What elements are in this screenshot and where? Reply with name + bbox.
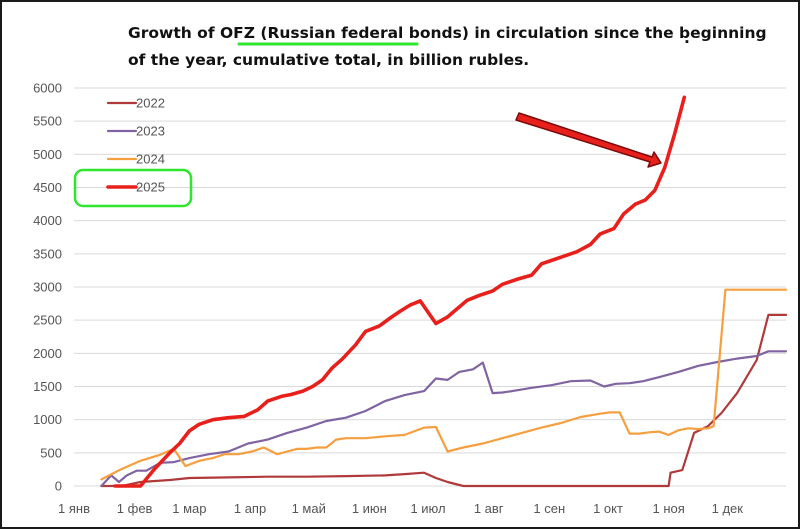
y-tick-label: 500 bbox=[40, 445, 62, 460]
title-line-1-post: in circulation since the beginning bbox=[469, 24, 767, 42]
arrow-annotation-icon bbox=[515, 112, 662, 168]
y-tick-label: 2000 bbox=[33, 346, 62, 361]
y-tick-label: 5000 bbox=[33, 147, 62, 162]
y-axis-ticks: 0 500 1000 1500 2000 2500 3000 3500 4000 4500 5000… bbox=[33, 81, 62, 494]
x-tick-label: 1 сен bbox=[533, 501, 565, 516]
chart-title-line-1: Growth of OFZ (Russian federal bonds) in… bbox=[128, 24, 767, 42]
x-tick-label: 1 июн bbox=[352, 501, 387, 516]
legend-label-2024: 2024 bbox=[136, 152, 165, 167]
y-tick-label: 1000 bbox=[33, 412, 62, 427]
legend-highlight-box bbox=[73, 168, 193, 208]
series-line-2024 bbox=[100, 288, 788, 481]
title-line-1-highlight: (Russian federal bonds) bbox=[260, 24, 469, 42]
x-tick-label: 1 фев bbox=[117, 501, 153, 516]
x-tick-label: 1 окт bbox=[593, 501, 623, 516]
chart-title-line-2: of the year, cumulative total, in billio… bbox=[128, 51, 529, 69]
x-tick-label: 1 янв bbox=[58, 501, 90, 516]
x-tick-label: 1 ноя bbox=[652, 501, 684, 516]
x-tick-label: 1 апр bbox=[234, 501, 266, 516]
y-tick-label: 2500 bbox=[33, 313, 62, 328]
y-tick-label: 4000 bbox=[33, 213, 62, 228]
y-tick-label: 0 bbox=[55, 479, 62, 494]
series-line-2022 bbox=[100, 313, 788, 488]
x-axis-ticks: 1 янв 1 фев 1 мар 1 апр 1 май 1 июн 1 июл 1 авг… bbox=[58, 501, 743, 516]
series-line-2023 bbox=[100, 350, 788, 488]
x-tick-label: 1 май bbox=[292, 501, 326, 516]
legend-label-2023: 2023 bbox=[136, 124, 165, 139]
x-tick-label: 1 июл bbox=[410, 501, 445, 516]
x-tick-label: 1 мар bbox=[172, 501, 206, 516]
x-tick-label: 1 дек bbox=[712, 501, 744, 516]
y-tick-label: 6000 bbox=[33, 81, 62, 96]
x-tick-label: 1 авг bbox=[474, 501, 504, 516]
y-tick-label: 1500 bbox=[33, 379, 62, 394]
legend-label-2025: 2025 bbox=[136, 180, 165, 195]
title-stray-mark: . bbox=[684, 29, 690, 47]
y-tick-label: 3500 bbox=[33, 246, 62, 261]
grid bbox=[74, 87, 786, 487]
annotations bbox=[515, 112, 662, 168]
series-line-2025 bbox=[113, 95, 687, 488]
series-lines bbox=[100, 95, 788, 488]
y-tick-label: 5500 bbox=[33, 114, 62, 129]
y-tick-label: 4500 bbox=[33, 180, 62, 195]
legend: 2022 2023 2024 2025 bbox=[73, 96, 193, 208]
title-line-1-pre: Growth of OFZ bbox=[128, 24, 260, 42]
y-tick-label: 3000 bbox=[33, 280, 62, 295]
legend-label-2022: 2022 bbox=[136, 96, 165, 111]
